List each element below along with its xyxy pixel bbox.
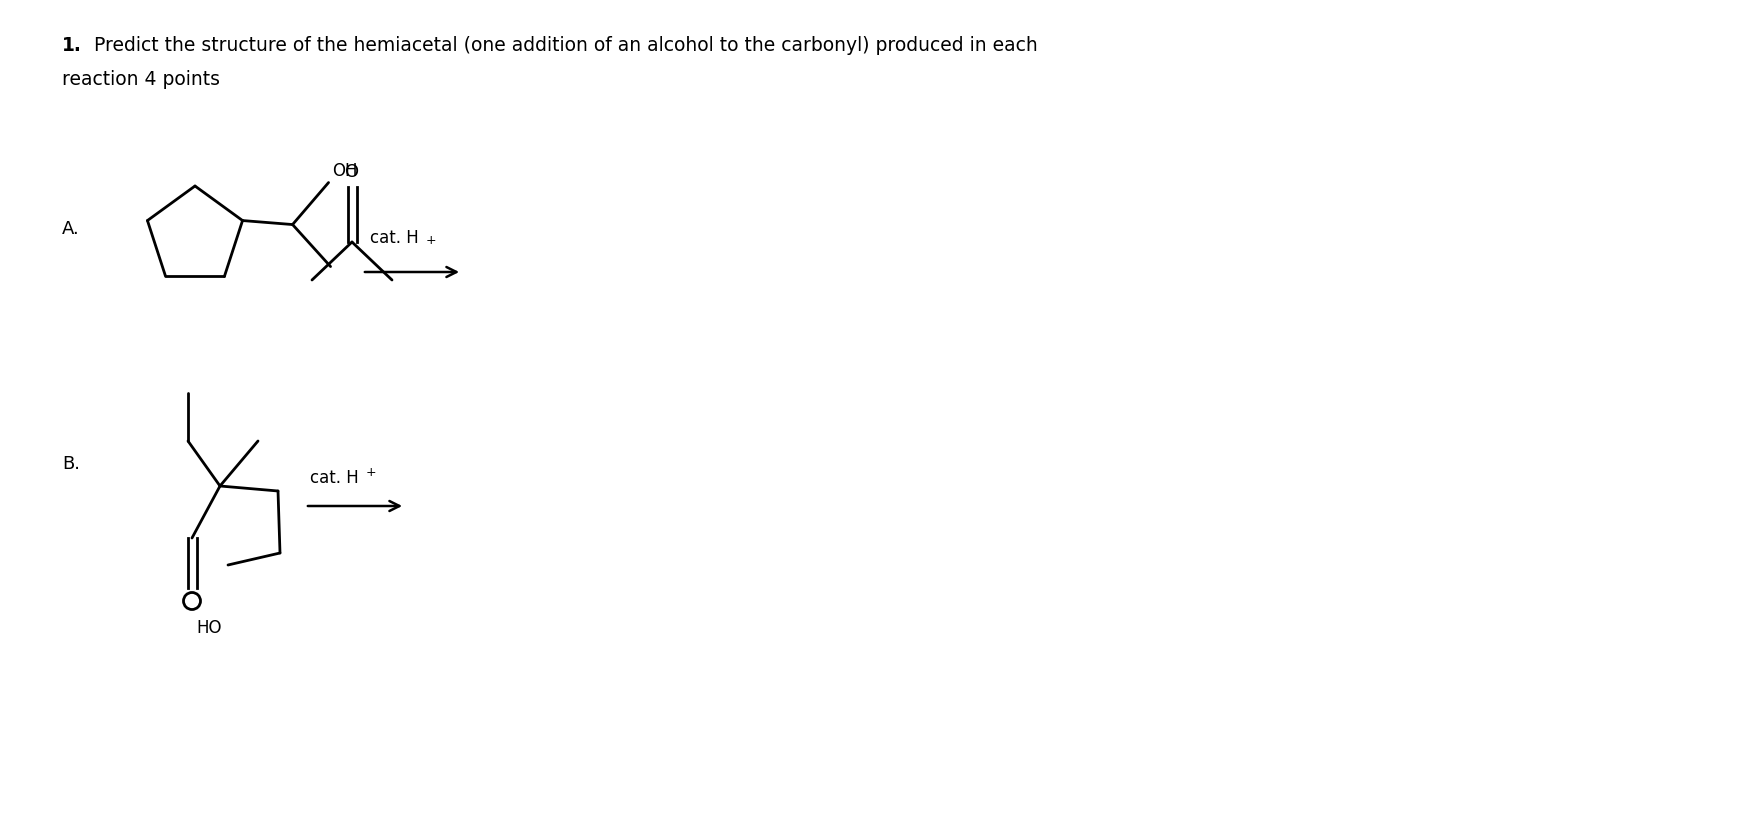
Text: A.: A. <box>62 220 79 238</box>
Text: Predict the structure of the hemiacetal (one addition of an alcohol to the carbo: Predict the structure of the hemiacetal … <box>83 36 1038 55</box>
Text: O: O <box>345 163 359 181</box>
Text: OH: OH <box>333 161 357 180</box>
Text: cat. H: cat. H <box>310 469 359 487</box>
Text: reaction 4 points: reaction 4 points <box>62 70 220 89</box>
Text: B.: B. <box>62 455 79 473</box>
Text: +: + <box>426 234 436 247</box>
Text: HO: HO <box>195 619 222 637</box>
Text: cat. H: cat. H <box>370 229 419 247</box>
Text: 1.: 1. <box>62 36 83 55</box>
Text: +: + <box>366 466 377 479</box>
Circle shape <box>183 593 201 610</box>
